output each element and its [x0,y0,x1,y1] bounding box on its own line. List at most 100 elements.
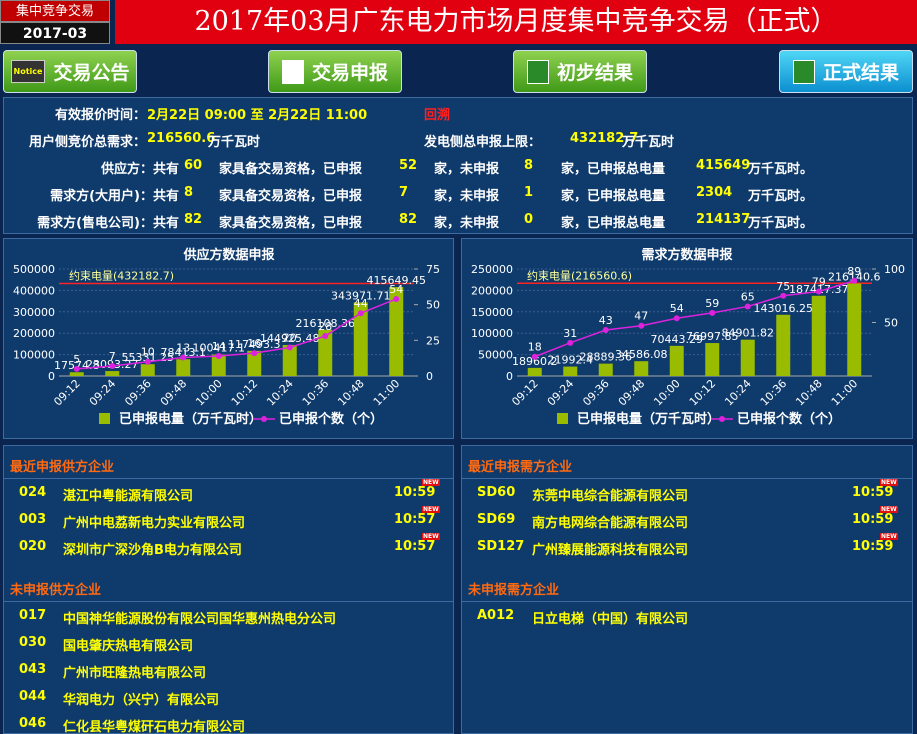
company-name[interactable]: 广州中电荔新电力实业有限公司 [63,516,246,531]
divider [462,478,912,479]
x-tick-label: 09:24 [87,377,119,409]
data-label: 70443.29 [651,333,704,346]
bar [669,345,684,376]
point [851,277,858,284]
point [744,303,751,310]
company-code[interactable]: SD69 [477,512,516,527]
data-label: 34586.08 [615,348,668,361]
company-name[interactable]: 广州臻展能源科技有限公司 [532,543,689,558]
company-code[interactable]: A012 [477,608,515,623]
text: 家具备交易资格，已申报 [219,216,363,231]
company-code[interactable]: 024 [19,485,47,500]
y2-tick-label: 50 [884,317,898,330]
y-tick-label: 400000 [13,284,55,297]
company-name[interactable]: 广州市旺隆热电有限公司 [63,666,207,681]
data-label: 43 [599,314,613,327]
nav-button[interactable]: 初步结果 [513,50,647,93]
data-label: 143016.25 [754,302,814,315]
text: 家，已申报总电量 [561,162,666,177]
point [73,365,80,372]
value: 1 [524,185,534,200]
x-tick-label: 11:00 [371,377,403,409]
nav-button[interactable]: 交易申报 [268,50,402,93]
y2-tick-label: 50 [426,299,440,312]
reference-label: 约束电量(216560.6) [527,269,632,282]
company-name[interactable]: 华润电力（兴宁）有限公司 [63,693,220,708]
y2-tick-label: 25 [426,334,440,347]
data-label: 343971.71 [331,289,391,302]
company-code[interactable]: 043 [19,662,47,677]
data-label: 5 [73,353,80,366]
legend-label: 已申报个数（个） [279,411,383,427]
time: 10:59 [852,512,894,527]
data-label: 78413.1 [161,346,207,359]
chart: 需求方数据申报 0 50000 100000 150000 200000 250000 50 1… [471,247,905,427]
review-link: 回溯 [424,108,451,123]
company-code[interactable]: 030 [19,635,47,650]
chart: 供应方数据申报 0 100000 200000 300000 400000 500000 0 2… [13,247,440,427]
button-label: 交易公告 [53,62,130,84]
legend-label: 已申报个数（个） [737,411,841,427]
data-label: 59 [705,297,719,310]
point [180,354,187,361]
point [144,358,151,365]
section-title: 未申报供方企业 [10,583,102,598]
company-code[interactable]: 020 [19,539,47,554]
company-name[interactable]: 东莞中电综合能源有限公司 [532,489,689,504]
y-tick-label: 150000 [471,306,513,319]
bar [282,344,297,376]
company-name[interactable]: 国电肇庆热电有限公司 [63,639,194,654]
list-panel: 最近申报需方企业 SD60 东莞中电综合能源有限公司 10:59 NEW SD69 南方电网… [461,445,913,734]
x-tick-label: 10:00 [193,377,225,409]
nav-button[interactable]: Notice 交易公告 [3,50,137,93]
new-icon: NEW [880,479,898,486]
time: 2月22日 09:00 至 2月22日 11:00 [147,108,368,123]
value: 8 [524,158,534,173]
legend-swatch [99,413,110,424]
company-name[interactable]: 湛江中粤能源有限公司 [63,489,194,504]
company-name[interactable]: 南方电网综合能源有限公司 [532,516,689,531]
value: 82 [184,212,203,227]
label: 发电侧总申报上限： [424,135,542,150]
company-name[interactable]: 中国神华能源股份有限公司国华惠州热电分公司 [63,612,337,627]
y-tick-label: 0 [48,370,55,383]
data-label: 100417.1 [193,342,246,355]
reference-label: 约束电量(432182.7) [69,270,174,283]
company-code[interactable]: 017 [19,608,47,623]
bar [318,329,333,376]
legend-swatch [261,416,267,422]
company-code[interactable]: 003 [19,512,47,527]
data-label: 216140.6 [828,270,881,283]
x-tick-label: 09:48 [158,377,190,409]
bar [740,339,755,376]
data-label: 14 [212,340,226,353]
new-icon: NEW [422,479,440,486]
divider [4,478,453,479]
text: 家，已申报总电量 [561,216,666,231]
data-label: 18 [528,341,542,354]
company-name[interactable]: 日立电梯（中国）有限公司 [532,612,689,627]
company-code[interactable]: 044 [19,689,47,704]
bar [527,367,542,376]
text: 家，未申报 [434,162,500,177]
point [815,288,822,295]
value: 7 [399,185,409,200]
data-label: 16 [247,337,261,350]
notice-icon: Notice [10,60,46,83]
company-code[interactable]: SD60 [477,485,516,500]
label: 需求方(大用户)：共有 [50,189,179,204]
nav-button[interactable]: 正式结果 [779,50,913,93]
list-panel: 最近申报供方企业 024 湛江中粤能源有限公司 10:59 NEW 003 广州中电荔新电力… [3,445,454,734]
company-code[interactable]: 046 [19,716,47,731]
data-label: 28889.36 [580,351,633,364]
unit: 万千瓦时 [208,135,261,150]
company-name[interactable]: 仁化县华粤煤矸石电力有限公司 [63,720,246,734]
company-code[interactable]: SD127 [477,539,525,554]
data-label: 144925.48 [260,332,320,345]
value: 216560.6 [147,131,216,146]
company-name[interactable]: 深圳市广深沙角B电力有限公司 [63,543,242,558]
chart-title: 需求方数据申报 [641,247,733,263]
bar [634,361,649,376]
y-tick-label: 200000 [471,284,513,297]
info-panel: 有效报价时间： 2月22日 09:00 至 2月22日 11:00 回溯 用户侧竞价总… [3,97,913,234]
